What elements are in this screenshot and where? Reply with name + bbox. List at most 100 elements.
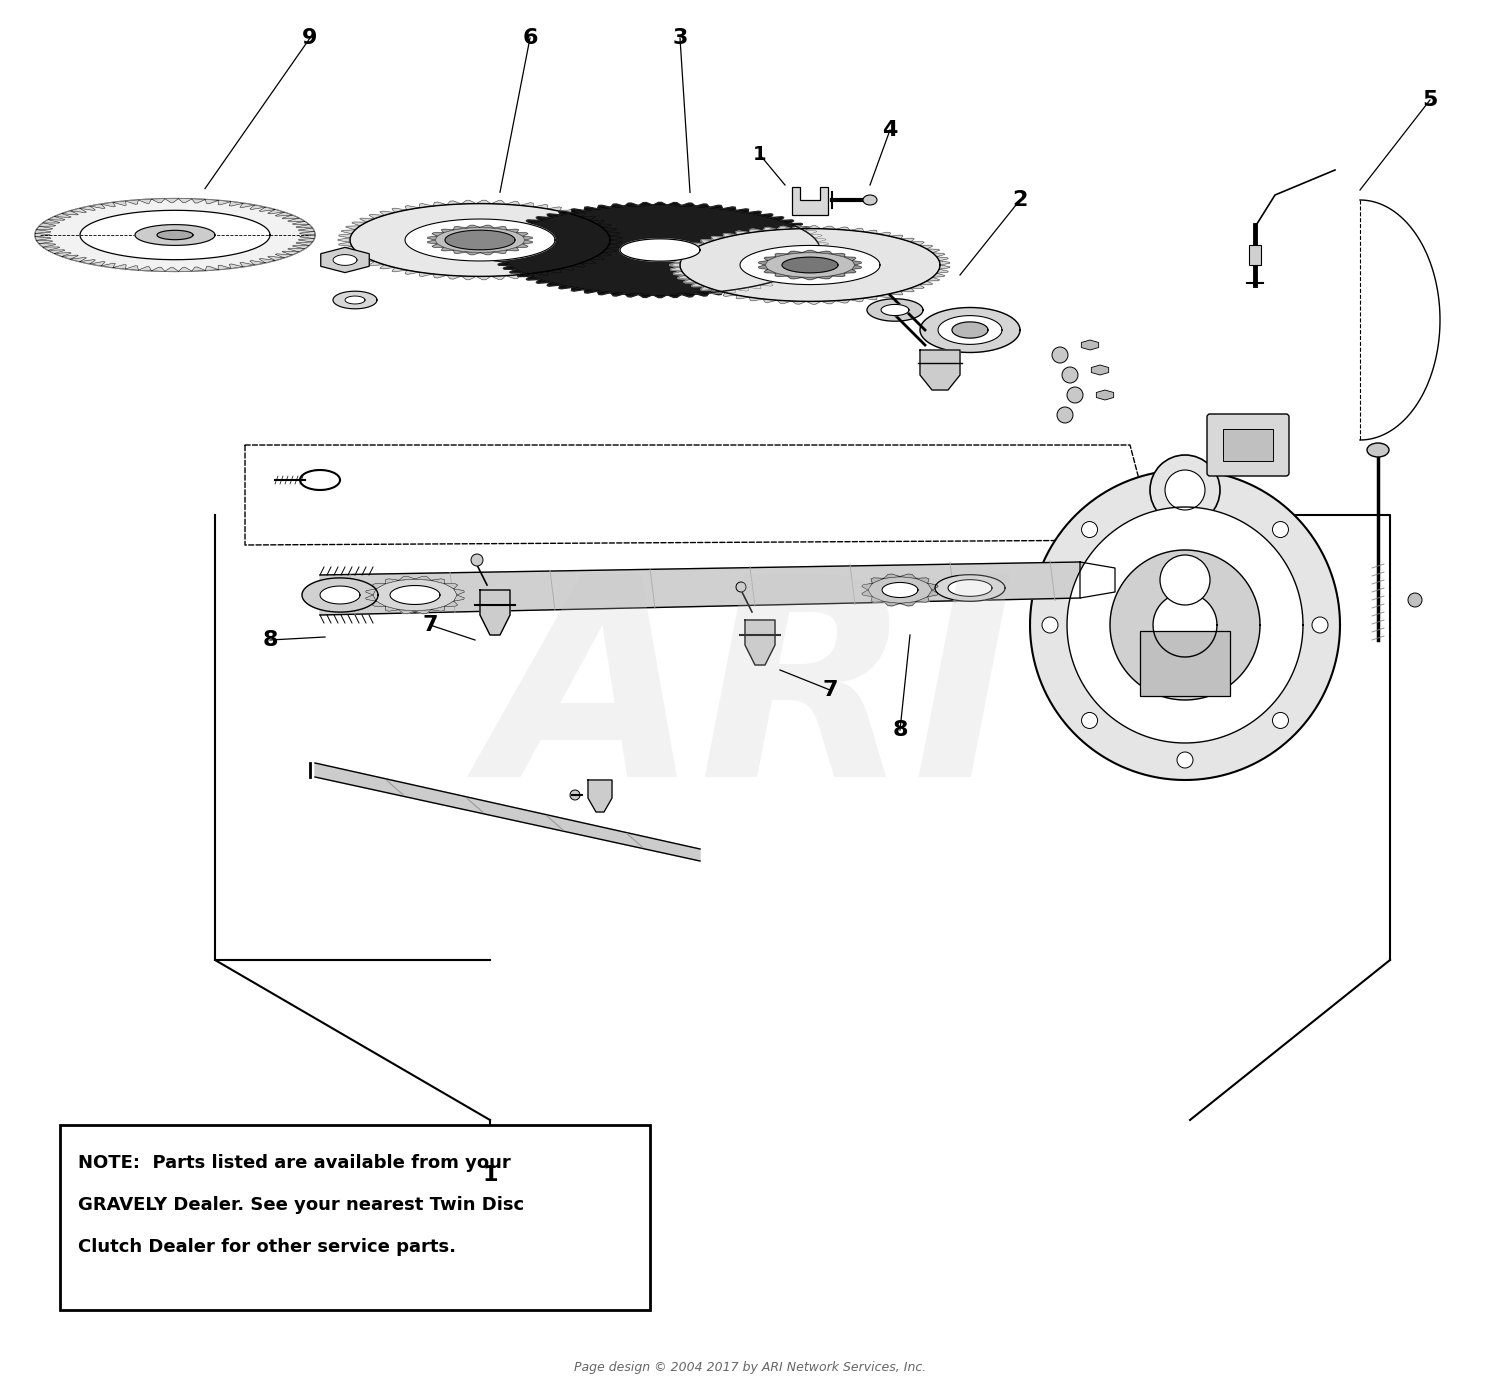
- Polygon shape: [152, 199, 165, 203]
- Polygon shape: [804, 266, 818, 270]
- Polygon shape: [852, 266, 861, 270]
- Text: 1: 1: [483, 1164, 498, 1185]
- Polygon shape: [39, 243, 56, 248]
- Polygon shape: [670, 259, 682, 263]
- Polygon shape: [54, 253, 70, 256]
- Polygon shape: [48, 217, 64, 220]
- Polygon shape: [300, 235, 315, 238]
- Polygon shape: [844, 270, 856, 272]
- Polygon shape: [916, 578, 928, 584]
- Polygon shape: [62, 254, 78, 259]
- Bar: [1140, 631, 1230, 696]
- Polygon shape: [624, 293, 639, 297]
- Polygon shape: [736, 295, 750, 299]
- Text: GRAVELY Dealer. See your nearest Twin Disc: GRAVELY Dealer. See your nearest Twin Di…: [78, 1196, 524, 1214]
- Polygon shape: [878, 293, 891, 297]
- Polygon shape: [570, 213, 585, 217]
- Polygon shape: [936, 270, 948, 274]
- Polygon shape: [777, 300, 792, 303]
- Polygon shape: [333, 254, 357, 266]
- Polygon shape: [771, 279, 784, 284]
- Text: Page design © 2004 2017 by ARI Network Services, Inc.: Page design © 2004 2017 by ARI Network S…: [574, 1361, 926, 1375]
- Polygon shape: [490, 275, 506, 279]
- Polygon shape: [282, 214, 298, 219]
- Polygon shape: [296, 224, 312, 228]
- Polygon shape: [597, 292, 610, 295]
- Polygon shape: [360, 257, 375, 261]
- Polygon shape: [36, 241, 52, 243]
- Polygon shape: [320, 586, 360, 604]
- Polygon shape: [777, 227, 792, 230]
- Polygon shape: [276, 212, 292, 216]
- Polygon shape: [560, 285, 572, 289]
- Polygon shape: [339, 242, 352, 246]
- Polygon shape: [441, 230, 453, 232]
- Polygon shape: [34, 234, 50, 236]
- Polygon shape: [700, 239, 714, 243]
- Polygon shape: [736, 209, 748, 213]
- Polygon shape: [506, 202, 520, 206]
- Polygon shape: [490, 246, 501, 250]
- Polygon shape: [948, 579, 992, 596]
- Polygon shape: [405, 206, 420, 210]
- Polygon shape: [670, 267, 682, 271]
- Polygon shape: [524, 241, 532, 243]
- Polygon shape: [597, 252, 612, 256]
- Polygon shape: [900, 602, 916, 606]
- Polygon shape: [819, 250, 830, 254]
- Circle shape: [570, 790, 580, 799]
- Polygon shape: [510, 270, 522, 272]
- Polygon shape: [526, 277, 540, 279]
- Polygon shape: [165, 199, 178, 202]
- Polygon shape: [462, 277, 477, 279]
- Polygon shape: [833, 253, 844, 257]
- Bar: [60, 1124, 650, 1310]
- Polygon shape: [927, 584, 938, 591]
- Polygon shape: [217, 201, 231, 205]
- Polygon shape: [1030, 470, 1340, 780]
- Polygon shape: [850, 299, 864, 301]
- Polygon shape: [112, 201, 126, 205]
- Polygon shape: [420, 272, 434, 277]
- Polygon shape: [135, 224, 214, 245]
- Polygon shape: [230, 202, 243, 206]
- FancyBboxPatch shape: [1208, 414, 1288, 476]
- Polygon shape: [934, 575, 1005, 602]
- Polygon shape: [815, 238, 827, 242]
- Text: 8: 8: [262, 631, 278, 650]
- Text: 8: 8: [892, 721, 908, 740]
- Polygon shape: [639, 295, 652, 297]
- Polygon shape: [764, 270, 776, 272]
- Polygon shape: [771, 217, 784, 220]
- Polygon shape: [507, 230, 519, 232]
- Polygon shape: [466, 225, 480, 228]
- Polygon shape: [444, 584, 458, 589]
- Polygon shape: [678, 275, 690, 279]
- Polygon shape: [748, 285, 760, 289]
- Polygon shape: [900, 574, 916, 578]
- Polygon shape: [302, 578, 378, 613]
- Polygon shape: [844, 257, 856, 260]
- Polygon shape: [206, 267, 219, 271]
- Polygon shape: [70, 257, 87, 261]
- Polygon shape: [158, 231, 194, 239]
- Polygon shape: [792, 187, 828, 214]
- Polygon shape: [390, 585, 439, 604]
- Polygon shape: [333, 292, 376, 308]
- Polygon shape: [342, 246, 355, 250]
- Polygon shape: [723, 234, 736, 238]
- Polygon shape: [818, 254, 828, 259]
- Polygon shape: [584, 207, 597, 210]
- Polygon shape: [680, 228, 940, 301]
- Polygon shape: [606, 232, 619, 236]
- Polygon shape: [315, 763, 700, 862]
- Polygon shape: [668, 295, 681, 297]
- Polygon shape: [339, 234, 352, 238]
- Polygon shape: [320, 561, 1080, 615]
- Circle shape: [1166, 470, 1204, 510]
- Polygon shape: [520, 203, 534, 207]
- Polygon shape: [54, 213, 70, 217]
- Polygon shape: [776, 272, 788, 277]
- Polygon shape: [580, 260, 596, 264]
- Polygon shape: [48, 250, 64, 253]
